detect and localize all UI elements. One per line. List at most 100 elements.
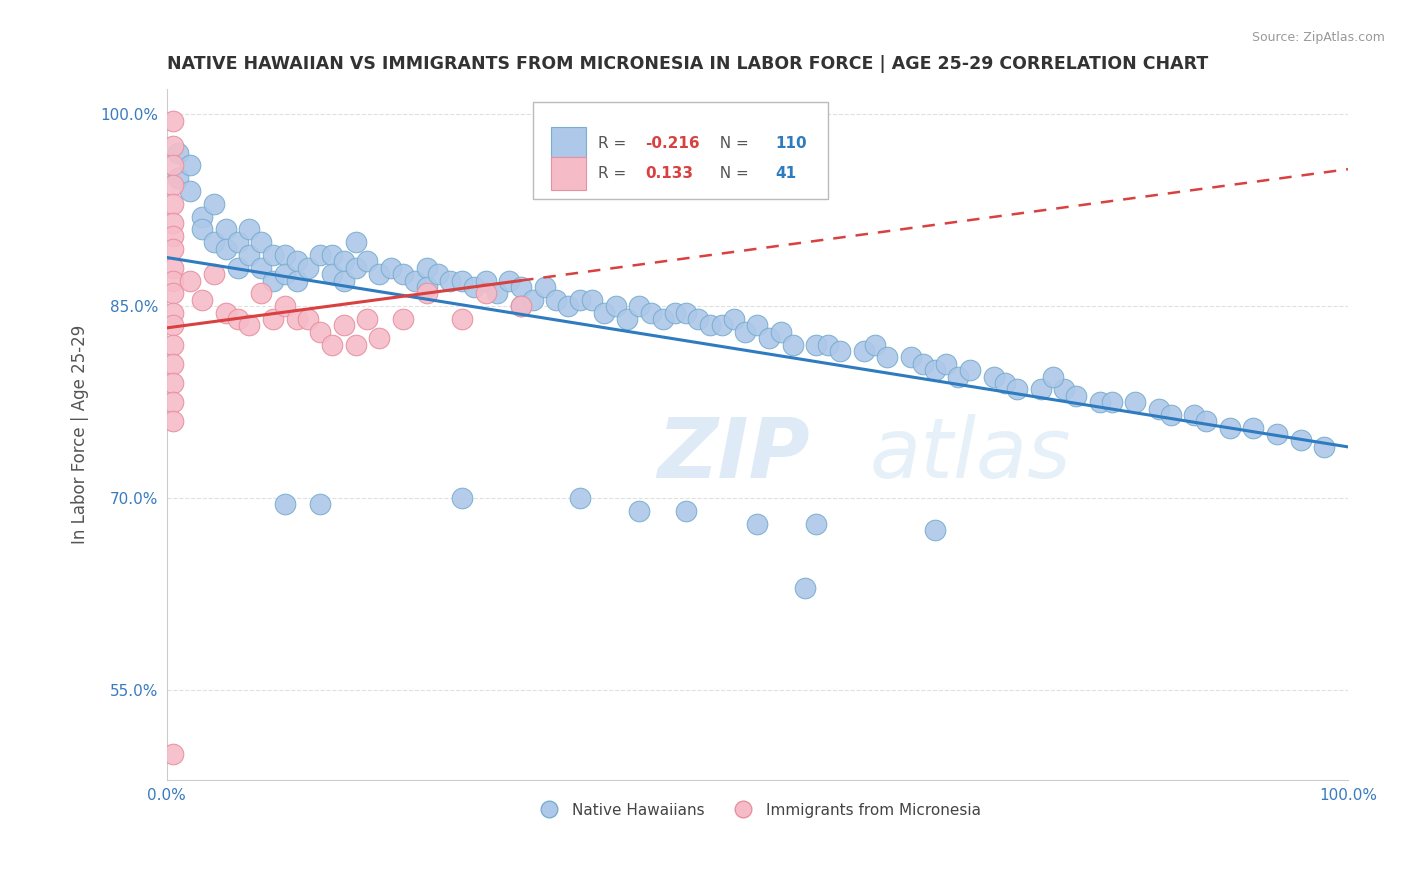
Text: R =: R =: [598, 166, 631, 181]
Point: [1219, 420, 1241, 434]
Point: [162, 228, 184, 243]
Legend: Native Hawaiians, Immigrants from Micronesia: Native Hawaiians, Immigrants from Micron…: [527, 797, 987, 824]
Point: [179, 158, 201, 172]
Point: [510, 299, 533, 313]
Point: [162, 414, 184, 428]
Point: [179, 184, 201, 198]
Point: [1313, 440, 1336, 454]
Point: [226, 312, 249, 326]
Point: [1182, 408, 1205, 422]
Point: [309, 498, 332, 512]
Point: [1088, 395, 1111, 409]
Point: [675, 504, 697, 518]
Point: [297, 260, 319, 275]
Text: NATIVE HAWAIIAN VS IMMIGRANTS FROM MICRONESIA IN LABOR FORCE | AGE 25-29 CORRELA: NATIVE HAWAIIAN VS IMMIGRANTS FROM MICRO…: [167, 55, 1208, 73]
Point: [1265, 427, 1288, 442]
Point: [498, 274, 520, 288]
Point: [474, 286, 496, 301]
Point: [569, 491, 592, 505]
Point: [274, 498, 297, 512]
Point: [162, 357, 184, 371]
Point: [321, 337, 343, 351]
Point: [463, 280, 485, 294]
Point: [1123, 395, 1146, 409]
Point: [167, 145, 190, 160]
Point: [179, 274, 201, 288]
Point: [451, 274, 474, 288]
Point: [215, 305, 238, 319]
Point: [1147, 401, 1170, 416]
Point: [557, 299, 579, 313]
Text: Source: ZipAtlas.com: Source: ZipAtlas.com: [1251, 31, 1385, 45]
Point: [191, 222, 214, 236]
Point: [368, 331, 391, 345]
Point: [415, 280, 437, 294]
Point: [262, 312, 284, 326]
Point: [734, 325, 756, 339]
Point: [333, 318, 356, 333]
Point: [747, 318, 769, 333]
Point: [356, 254, 378, 268]
Point: [782, 337, 804, 351]
Text: atlas: atlas: [869, 414, 1071, 495]
Point: [162, 286, 184, 301]
Point: [1053, 382, 1076, 396]
Point: [451, 491, 474, 505]
Point: [344, 235, 367, 249]
Point: [1241, 420, 1264, 434]
FancyBboxPatch shape: [533, 103, 828, 199]
Point: [285, 274, 308, 288]
Point: [581, 293, 603, 307]
Point: [723, 312, 745, 326]
Point: [356, 312, 378, 326]
FancyBboxPatch shape: [551, 157, 586, 190]
Point: [162, 318, 184, 333]
Point: [451, 312, 474, 326]
Point: [309, 325, 332, 339]
Point: [321, 248, 343, 262]
Point: [202, 267, 225, 281]
Point: [1042, 369, 1064, 384]
Point: [1029, 382, 1052, 396]
Point: [162, 178, 184, 192]
Point: [769, 325, 792, 339]
Point: [250, 260, 273, 275]
Point: [162, 395, 184, 409]
Point: [202, 196, 225, 211]
Point: [806, 516, 828, 531]
Point: [250, 235, 273, 249]
Point: [1064, 389, 1087, 403]
Point: [865, 337, 887, 351]
Point: [486, 286, 509, 301]
Point: [688, 312, 710, 326]
Y-axis label: In Labor Force | Age 25-29: In Labor Force | Age 25-29: [72, 325, 89, 544]
Point: [747, 516, 769, 531]
Point: [262, 274, 284, 288]
FancyBboxPatch shape: [551, 128, 586, 161]
Text: N =: N =: [710, 136, 754, 152]
Point: [994, 376, 1017, 390]
Point: [191, 210, 214, 224]
Point: [392, 312, 415, 326]
Point: [675, 305, 697, 319]
Point: [392, 267, 415, 281]
Point: [162, 376, 184, 390]
Point: [710, 318, 733, 333]
Point: [215, 242, 238, 256]
Point: [262, 248, 284, 262]
Point: [404, 274, 426, 288]
Point: [828, 343, 851, 358]
Point: [215, 222, 238, 236]
Point: [427, 267, 450, 281]
Point: [616, 312, 638, 326]
Point: [415, 260, 437, 275]
Point: [876, 351, 898, 365]
Point: [946, 369, 969, 384]
Point: [924, 363, 946, 377]
Point: [250, 286, 273, 301]
Point: [664, 305, 686, 319]
Point: [900, 351, 922, 365]
Point: [935, 357, 957, 371]
Point: [333, 254, 356, 268]
Point: [510, 280, 533, 294]
